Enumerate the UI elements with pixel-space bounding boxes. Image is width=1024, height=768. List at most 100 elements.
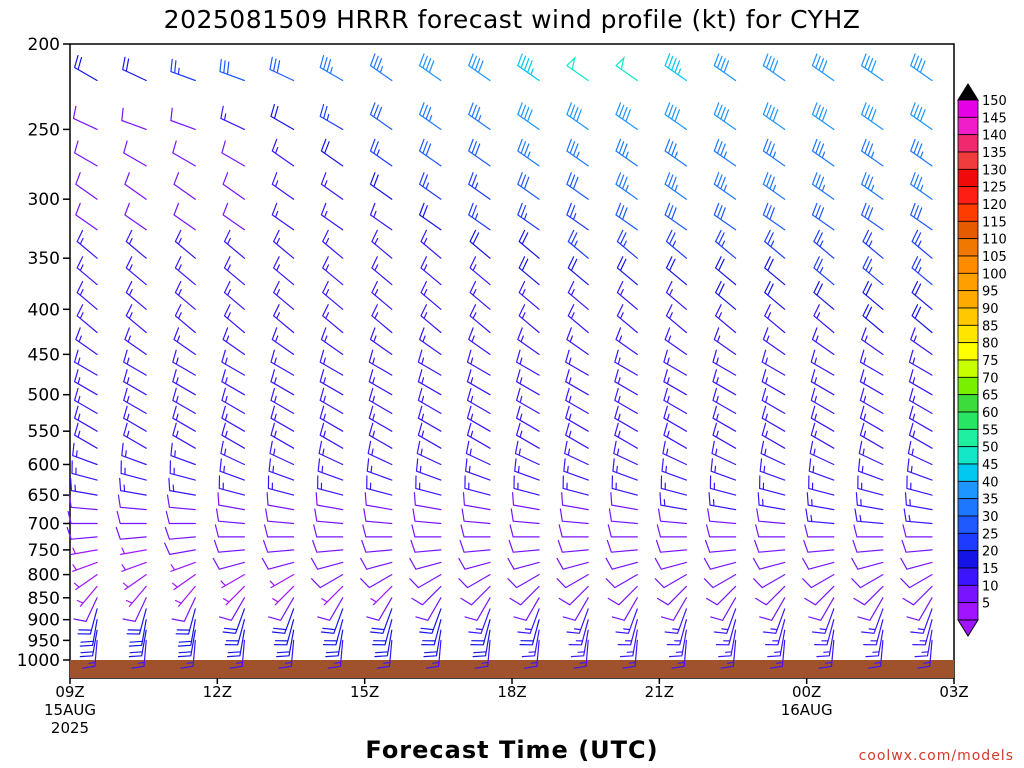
colorbar-label: 140 [982, 129, 1007, 144]
wind-barb [516, 387, 540, 414]
wind-barb [712, 349, 737, 376]
wind-barb [862, 256, 884, 286]
wind-barb [73, 574, 98, 591]
wind-barb [221, 405, 245, 432]
credit-text: coolwx.com/models [859, 748, 1014, 764]
wind-barb [468, 608, 491, 634]
wind-barb [851, 557, 884, 570]
wind-barb [565, 387, 589, 414]
wind-barb [322, 280, 344, 310]
colorbar-swatch [957, 324, 979, 344]
wind-barb [706, 524, 737, 538]
wind-barb [369, 138, 393, 167]
wind-barb [614, 405, 638, 432]
wind-barb [465, 440, 491, 466]
wind-barb [811, 172, 835, 200]
wind-barb [170, 58, 196, 82]
wind-barb [665, 280, 687, 310]
wind-barb [816, 629, 835, 658]
wind-barb [507, 574, 540, 589]
colorbar-swatch [957, 446, 979, 465]
wind-barb [459, 539, 491, 553]
wind-barb [570, 629, 589, 658]
wind-barb [660, 475, 687, 496]
wind-barb [558, 524, 589, 538]
wind-barb [367, 440, 393, 466]
wind-barb [663, 349, 687, 376]
wind-barb [322, 256, 344, 286]
wind-barb [664, 327, 687, 355]
wind-barb [810, 349, 835, 376]
wind-barb [469, 304, 491, 334]
wind-barb [616, 229, 638, 259]
wind-barb [614, 422, 638, 449]
wind-barb [765, 619, 786, 646]
wind-barb [513, 475, 540, 496]
wind-barb [518, 280, 540, 310]
colorbar-top-arrow [957, 83, 979, 101]
wind-barb [565, 369, 589, 396]
wind-barb [711, 440, 737, 466]
wind-barb [124, 172, 147, 200]
wind-barb [813, 229, 835, 259]
colorbar-swatch [957, 203, 979, 222]
wind-barb [613, 440, 638, 466]
wind-barb [567, 304, 589, 334]
colorbar-swatch [957, 99, 979, 118]
y-tick-label: 600 [28, 455, 60, 475]
wind-barb [172, 387, 196, 414]
wind-barb [755, 524, 786, 538]
colorbar-label: 60 [982, 406, 999, 421]
wind-barb [168, 477, 196, 496]
wind-barb [124, 202, 147, 231]
wind-barb [854, 508, 884, 525]
wind-barb [900, 557, 933, 570]
wind-barb [767, 629, 786, 658]
colorbar-swatch [957, 376, 979, 396]
x-tick-label: 21Z [645, 683, 674, 701]
wind-barb [517, 172, 540, 200]
wind-barb [270, 349, 295, 376]
wind-barb [852, 539, 884, 553]
wind-barb [278, 639, 295, 669]
wind-barb [325, 629, 344, 658]
wind-barb [320, 202, 344, 231]
wind-barb [615, 102, 638, 130]
wind-barb [762, 327, 786, 355]
wind-barb [265, 508, 295, 525]
wind-barb [122, 574, 147, 591]
colorbar-label: 80 [982, 337, 999, 352]
wind-barb [703, 574, 737, 589]
wind-barb [710, 458, 737, 481]
wind-barb [425, 639, 442, 669]
wind-barb [115, 526, 147, 540]
wind-barb [509, 524, 540, 538]
wind-barb [221, 349, 245, 376]
wind-barb [371, 304, 393, 334]
wind-barb [811, 53, 835, 82]
wind-barb [220, 574, 245, 589]
wind-barb [910, 102, 933, 130]
wind-barb [857, 475, 884, 496]
wind-barb [220, 440, 245, 466]
wind-barb [419, 172, 442, 200]
wind-barb [123, 349, 147, 376]
wind-barb [121, 561, 147, 572]
wind-barb [123, 369, 147, 396]
wind-barb [270, 369, 295, 396]
colorbar-label: 15 [982, 562, 999, 577]
wind-barb [753, 574, 786, 589]
wind-barb [70, 547, 98, 555]
wind-barb [764, 256, 786, 286]
colorbar-label: 145 [982, 111, 1007, 126]
colorbar-label: 5 [982, 597, 990, 612]
wind-barb [269, 440, 295, 466]
wind-barb [415, 458, 442, 481]
colorbar-label: 25 [982, 527, 999, 542]
wind-barb [172, 349, 196, 376]
wind-barb [761, 422, 786, 449]
wind-barb [371, 280, 393, 310]
wind-barb [661, 597, 687, 621]
wind-barb [469, 280, 491, 310]
wind-barb [903, 508, 933, 525]
